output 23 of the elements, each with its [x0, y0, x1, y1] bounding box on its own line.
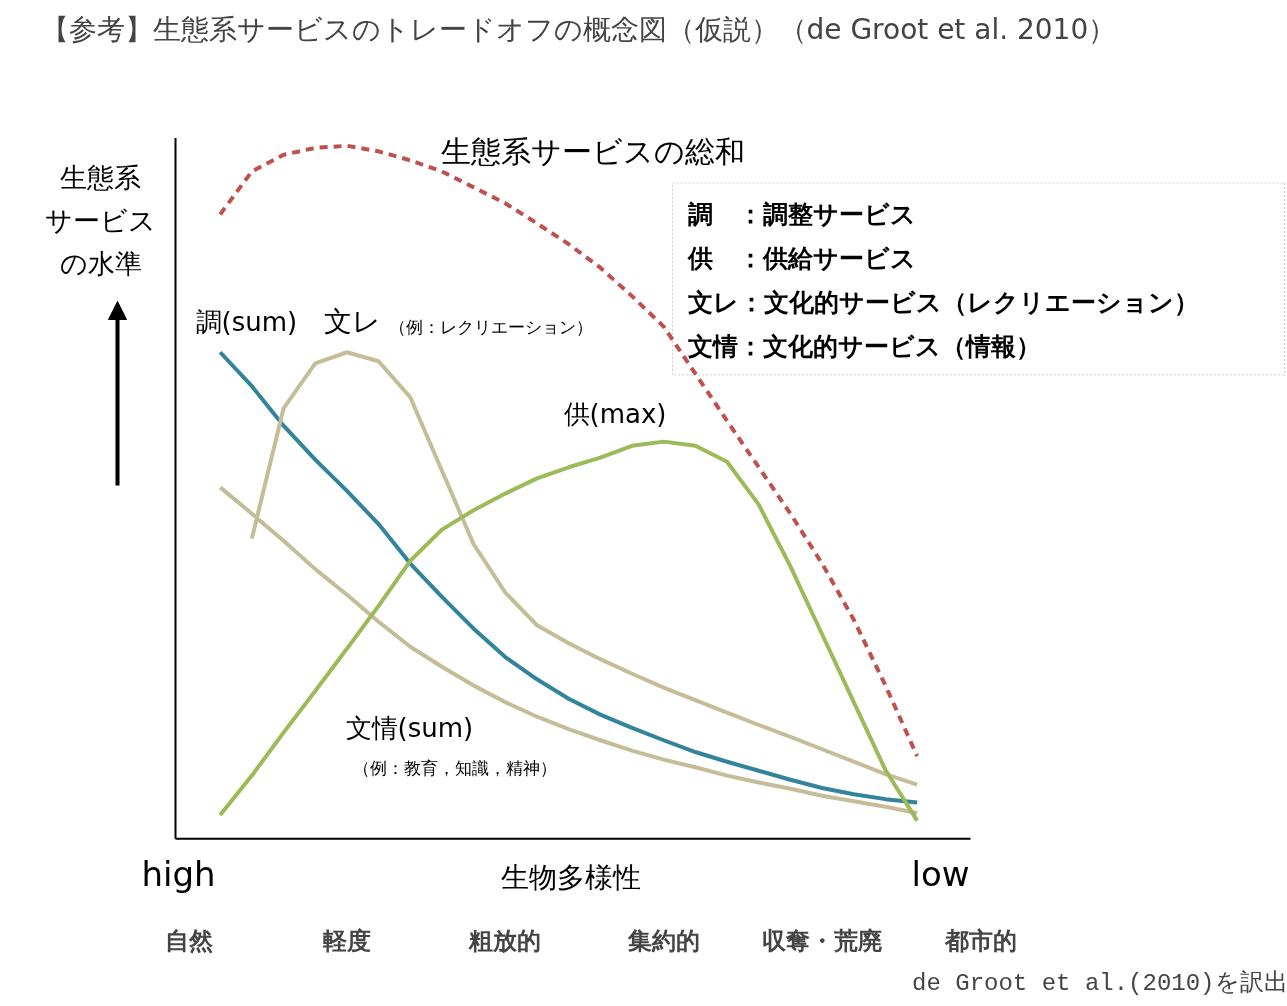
series-label: 供(max) [563, 399, 667, 430]
series-label: 生態系サービスの総和 [440, 133, 745, 169]
x-axis-title: 生物多様性 [500, 860, 641, 894]
annotation: 文レ：文化的サービス（レクリエーション） [687, 288, 1199, 318]
x-tick-label: 集約的 [626, 926, 700, 955]
annotation: （例：レクリエーション） [388, 317, 593, 338]
text: de Groot et al.(2010)を訳出 [912, 969, 1287, 997]
y-axis-title: 生態系サービスの水準 [45, 161, 156, 279]
annotation: 調 ：調整サービス [687, 200, 916, 230]
text: high [141, 853, 216, 894]
annotation: 供 ：供給サービス [686, 244, 916, 274]
series-label: 文レ [323, 305, 381, 339]
x-tick-label: 都市的 [943, 926, 1017, 955]
chart-title: 【参考】生態系サービスのトレードオフの概念図（仮説）（de Groot et al. 2010） [40, 12, 1117, 46]
annotation: （例：教育，知識，精神） [352, 757, 557, 778]
series-label: 調(sum) [195, 306, 298, 337]
annotation: 文情：文化的サービス（情報） [687, 332, 1041, 362]
series-label: 文情(sum) [345, 713, 474, 744]
x-tick-label: 収奪・荒廃 [762, 926, 883, 955]
x-tick-label: 粗放的 [468, 926, 542, 955]
text: low [911, 853, 970, 894]
x-tick-label: 軽度 [321, 926, 371, 955]
x-tick-label: 自然 [164, 926, 214, 955]
